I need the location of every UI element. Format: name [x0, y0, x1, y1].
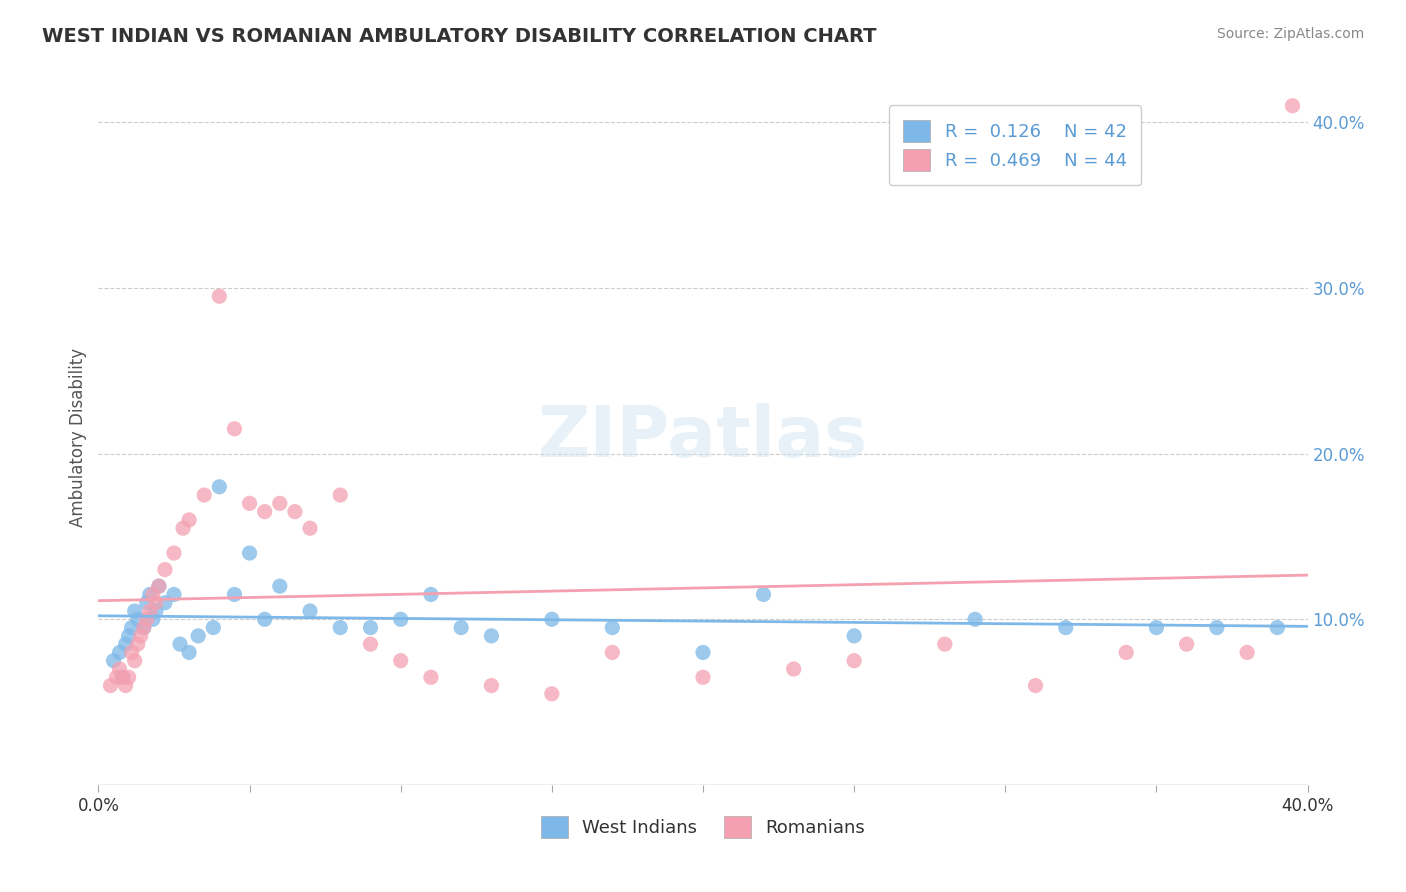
- Point: [132, 621, 155, 635]
- Point: [111, 670, 134, 684]
- Point: [329, 621, 352, 635]
- Point: [965, 612, 987, 626]
- Point: [692, 645, 714, 659]
- Point: [360, 637, 382, 651]
- Point: [602, 645, 624, 659]
- Point: [187, 629, 209, 643]
- Point: [844, 654, 866, 668]
- Point: [299, 604, 322, 618]
- Point: [420, 670, 443, 684]
- Text: WEST INDIAN VS ROMANIAN AMBULATORY DISABILITY CORRELATION CHART: WEST INDIAN VS ROMANIAN AMBULATORY DISAB…: [42, 27, 877, 45]
- Point: [1267, 621, 1289, 635]
- Text: ZIPatlas: ZIPatlas: [538, 402, 868, 472]
- Point: [420, 587, 443, 601]
- Point: [169, 637, 191, 651]
- Text: Source: ZipAtlas.com: Source: ZipAtlas.com: [1216, 27, 1364, 41]
- Point: [179, 645, 201, 659]
- Point: [208, 480, 231, 494]
- Point: [239, 546, 262, 560]
- Point: [139, 604, 162, 618]
- Point: [132, 621, 155, 635]
- Point: [153, 563, 176, 577]
- Point: [269, 496, 291, 510]
- Point: [450, 621, 472, 635]
- Point: [145, 596, 167, 610]
- Point: [153, 596, 176, 610]
- Point: [239, 496, 262, 510]
- Y-axis label: Ambulatory Disability: Ambulatory Disability: [69, 348, 87, 526]
- Legend: West Indians, Romanians: West Indians, Romanians: [533, 809, 873, 846]
- Point: [121, 621, 143, 635]
- Point: [172, 521, 194, 535]
- Point: [142, 612, 165, 626]
- Point: [179, 513, 201, 527]
- Point: [481, 629, 503, 643]
- Point: [145, 604, 167, 618]
- Point: [121, 645, 143, 659]
- Point: [163, 587, 186, 601]
- Point: [124, 654, 146, 668]
- Point: [127, 637, 149, 651]
- Point: [1236, 645, 1258, 659]
- Point: [124, 604, 146, 618]
- Point: [844, 629, 866, 643]
- Point: [202, 621, 225, 635]
- Point: [389, 612, 412, 626]
- Point: [1144, 621, 1167, 635]
- Point: [114, 679, 136, 693]
- Point: [142, 587, 165, 601]
- Point: [139, 587, 162, 601]
- Point: [135, 596, 157, 610]
- Point: [111, 670, 134, 684]
- Point: [329, 488, 352, 502]
- Point: [224, 422, 246, 436]
- Point: [129, 629, 152, 643]
- Point: [135, 612, 157, 626]
- Point: [193, 488, 215, 502]
- Point: [108, 662, 131, 676]
- Point: [540, 612, 562, 626]
- Point: [934, 637, 956, 651]
- Point: [105, 670, 128, 684]
- Point: [253, 612, 276, 626]
- Point: [1281, 99, 1303, 113]
- Point: [269, 579, 291, 593]
- Point: [114, 637, 136, 651]
- Point: [752, 587, 775, 601]
- Point: [208, 289, 231, 303]
- Point: [253, 505, 276, 519]
- Point: [127, 612, 149, 626]
- Point: [118, 670, 141, 684]
- Point: [602, 621, 624, 635]
- Point: [163, 546, 186, 560]
- Point: [1175, 637, 1198, 651]
- Point: [118, 629, 141, 643]
- Point: [103, 654, 125, 668]
- Point: [360, 621, 382, 635]
- Point: [284, 505, 307, 519]
- Point: [1054, 621, 1077, 635]
- Point: [1206, 621, 1229, 635]
- Point: [148, 579, 170, 593]
- Point: [1024, 679, 1046, 693]
- Point: [389, 654, 412, 668]
- Point: [299, 521, 322, 535]
- Point: [692, 670, 714, 684]
- Point: [481, 679, 503, 693]
- Point: [540, 687, 562, 701]
- Point: [148, 579, 170, 593]
- Point: [100, 679, 122, 693]
- Point: [1115, 645, 1137, 659]
- Point: [108, 645, 131, 659]
- Point: [783, 662, 806, 676]
- Point: [224, 587, 246, 601]
